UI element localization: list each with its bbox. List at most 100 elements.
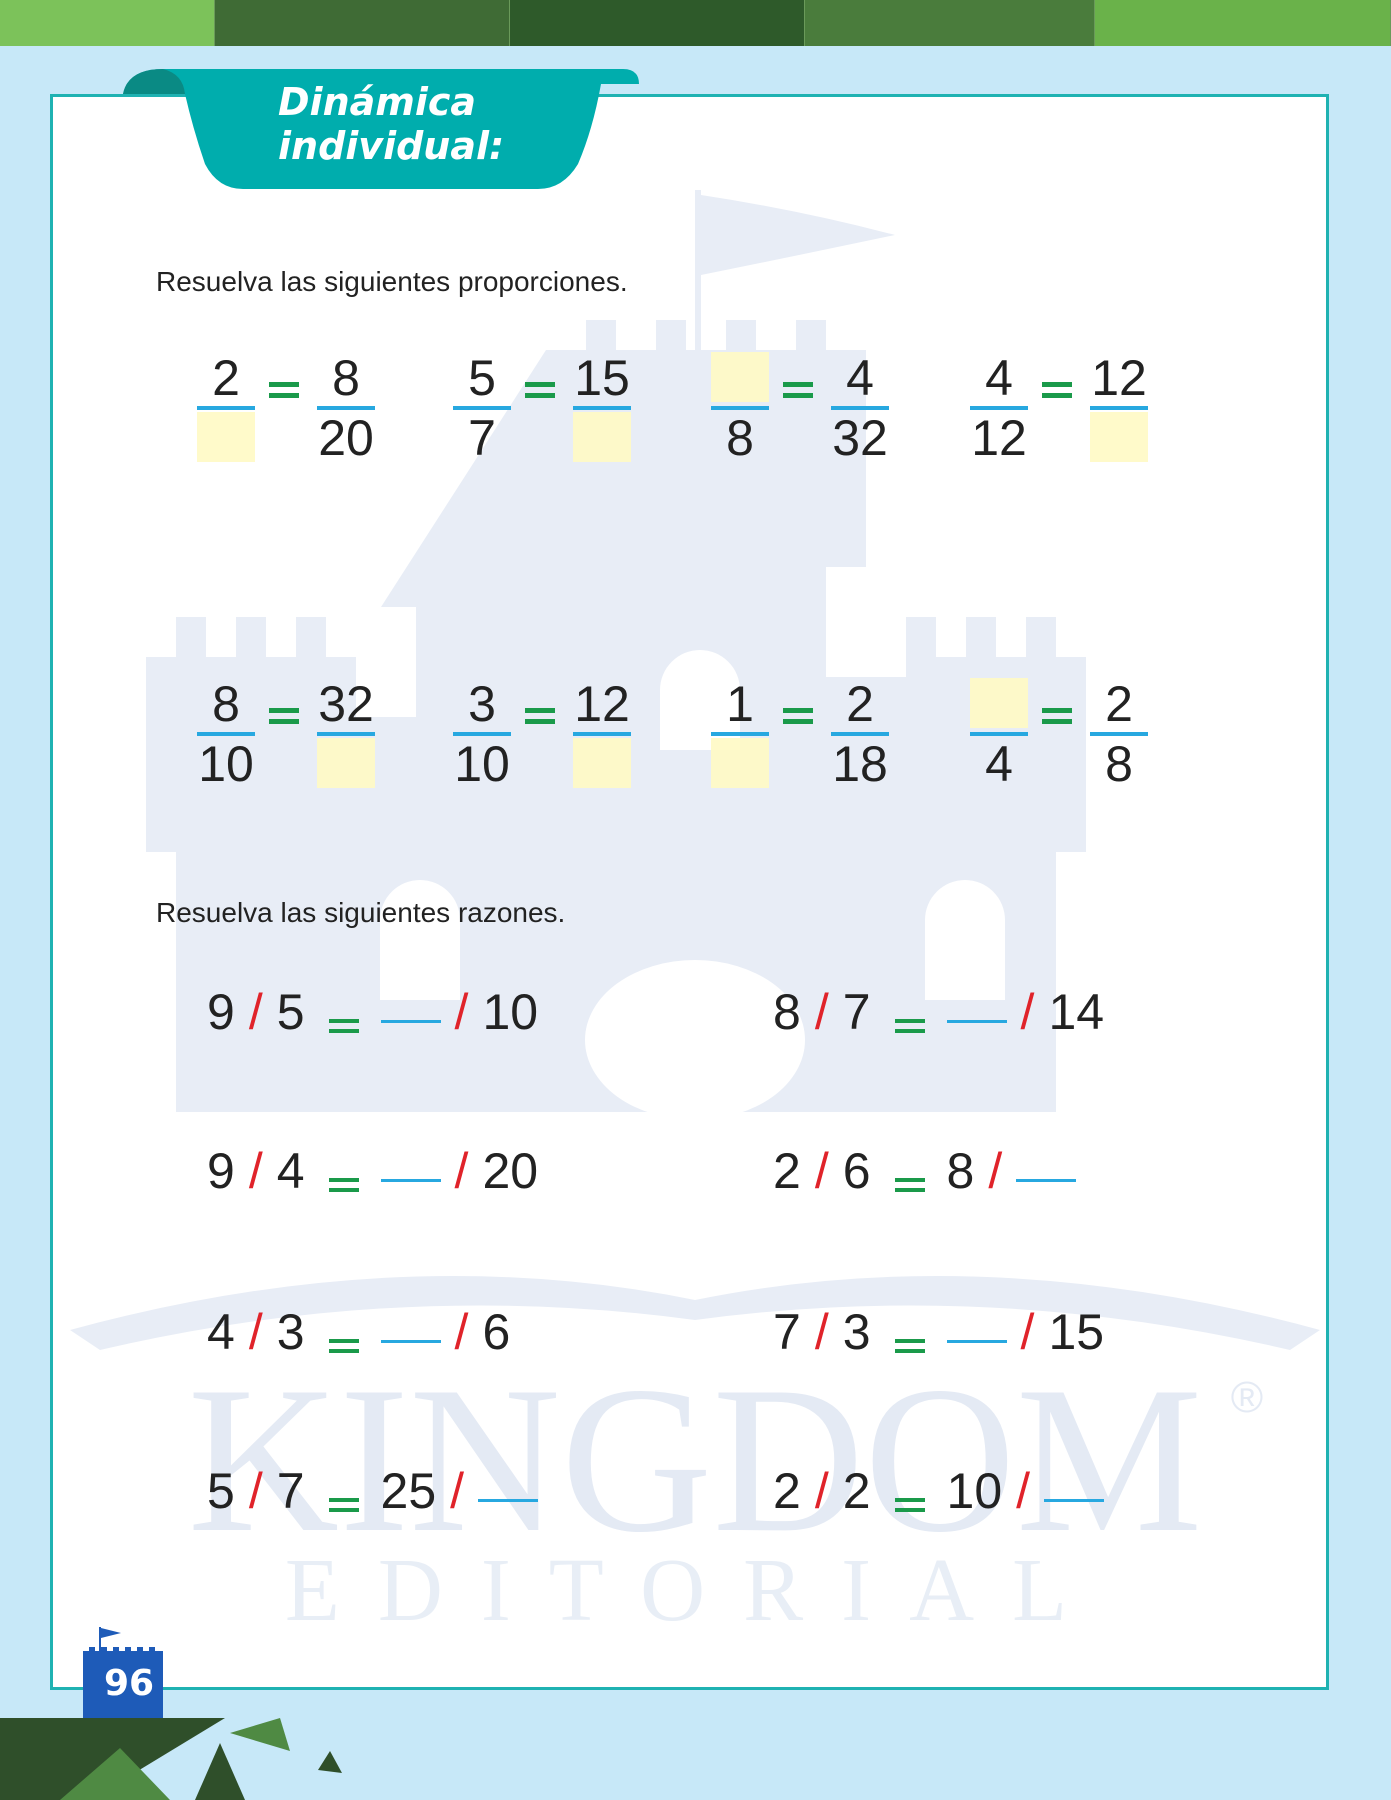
ratio-item: 4/3/6 — [207, 1304, 510, 1360]
banner-title: Dinámica individual: — [278, 80, 505, 168]
number: 6 — [842, 1143, 871, 1199]
fraction-left: 3 10 — [453, 678, 511, 790]
equals-sign — [328, 1339, 359, 1353]
number: 2 — [773, 1143, 801, 1199]
fraction-right: 8 20 — [317, 352, 375, 464]
fraction-bar — [831, 732, 889, 736]
slash: / — [248, 1304, 263, 1360]
instruction-ratios: Resuelva las siguientes razones. — [156, 897, 566, 928]
equals-sign — [894, 1178, 925, 1192]
answer-box[interactable] — [711, 352, 769, 402]
number: 32 — [832, 410, 888, 466]
fraction-right: 15 — [573, 352, 631, 464]
slash: / — [814, 1143, 829, 1199]
fraction-left: 1 — [711, 678, 769, 790]
number: 8 — [212, 676, 240, 732]
answer-box[interactable] — [711, 738, 769, 788]
number: 7 — [842, 984, 871, 1040]
answer-box[interactable] — [197, 412, 255, 462]
number: 2 — [212, 350, 240, 406]
ratio-item: 2/2 10/ — [773, 1463, 1105, 1519]
number: 9 — [207, 1143, 235, 1199]
fraction-right: 12 — [573, 678, 631, 790]
number: 15 — [1048, 1304, 1105, 1360]
fraction-bar — [197, 406, 255, 410]
fraction-bar — [197, 732, 255, 736]
proportion-item: 8 10 32 — [197, 676, 387, 790]
number: 3 — [468, 676, 496, 732]
number: 1 — [726, 676, 754, 732]
fraction-bar — [711, 732, 769, 736]
answer-blank[interactable] — [478, 1499, 539, 1502]
proportion-item: 1 2 18 — [711, 676, 901, 790]
ratio-item: 9/4/20 — [207, 1143, 538, 1199]
fraction-bar — [453, 732, 511, 736]
slash: / — [1016, 1463, 1031, 1519]
number: 20 — [482, 1143, 539, 1199]
number: 5 — [276, 984, 305, 1040]
ratio-item: 2/6 8/ — [773, 1143, 1077, 1199]
slash: / — [988, 1143, 1003, 1199]
fraction-bar — [317, 732, 375, 736]
number: 10 — [198, 736, 254, 792]
number: 8 — [946, 1143, 975, 1199]
number: 4 — [985, 736, 1013, 792]
number: 20 — [318, 410, 374, 466]
slash: / — [248, 984, 263, 1040]
number: 4 — [207, 1304, 235, 1360]
number: 5 — [468, 350, 496, 406]
content-frame — [50, 94, 1329, 1690]
equals-sign — [525, 708, 555, 724]
number: 2 — [846, 676, 874, 732]
slash: / — [454, 1143, 469, 1199]
slash: / — [814, 984, 829, 1040]
number: 18 — [832, 736, 888, 792]
slash: / — [248, 1463, 263, 1519]
fraction-bar — [711, 406, 769, 410]
answer-blank[interactable] — [380, 1179, 441, 1182]
equals-sign — [269, 708, 299, 724]
number: 10 — [946, 1463, 1003, 1519]
answer-box[interactable] — [573, 412, 631, 462]
equals-sign — [894, 1019, 925, 1033]
number: 12 — [971, 410, 1027, 466]
answer-box[interactable] — [573, 738, 631, 788]
equals-sign — [269, 382, 299, 398]
answer-blank[interactable] — [946, 1340, 1007, 1343]
answer-blank[interactable] — [1044, 1499, 1105, 1502]
section-banner — [123, 69, 639, 189]
fraction-bar — [573, 732, 631, 736]
number: 6 — [482, 1304, 511, 1360]
number: 7 — [773, 1304, 801, 1360]
answer-box[interactable] — [317, 738, 375, 788]
number: 7 — [276, 1463, 305, 1519]
number: 10 — [482, 984, 539, 1040]
slash: / — [454, 1304, 469, 1360]
instruction-proportions: Resuelva las siguientes proporciones. — [156, 266, 628, 297]
fraction-bar — [831, 406, 889, 410]
answer-box[interactable] — [1090, 412, 1148, 462]
page-number: 96 — [103, 1663, 155, 1704]
answer-blank[interactable] — [380, 1340, 441, 1343]
answer-blank[interactable] — [380, 1020, 441, 1023]
equals-sign — [328, 1019, 359, 1033]
number: 8 — [726, 410, 754, 466]
slash: / — [814, 1304, 829, 1360]
slash: / — [454, 984, 469, 1040]
number: 5 — [207, 1463, 235, 1519]
equals-sign — [328, 1178, 359, 1192]
top-decorative-band — [0, 0, 1391, 46]
answer-box[interactable] — [970, 678, 1028, 728]
number: 2 — [773, 1463, 801, 1519]
slash: / — [1020, 984, 1035, 1040]
slash: / — [814, 1463, 829, 1519]
answer-blank[interactable] — [946, 1020, 1007, 1023]
number: 9 — [207, 984, 235, 1040]
number: 4 — [276, 1143, 305, 1199]
number: 12 — [574, 676, 630, 732]
answer-blank[interactable] — [1016, 1179, 1077, 1182]
fraction-left: 8 — [711, 352, 769, 464]
